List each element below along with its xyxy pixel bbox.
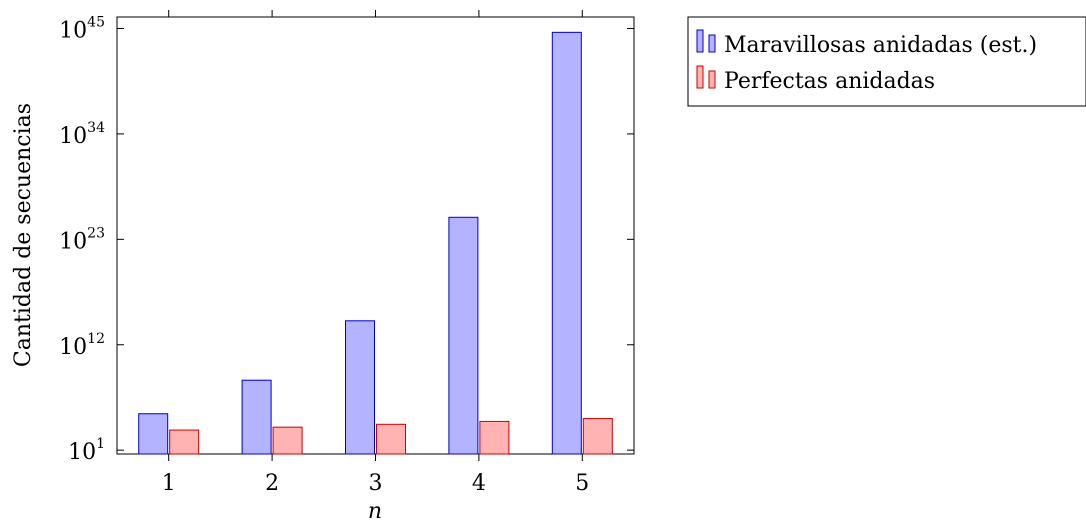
bar-series-1-n4: [448, 216, 479, 455]
legend: Maravillosas anidadas (est.) Perfectas a…: [687, 16, 1086, 107]
x-tick-label-4: 5: [575, 471, 589, 496]
bar-series-2-n3: [376, 423, 406, 455]
x-tick-label-0: 1: [162, 471, 176, 496]
y-tick-label-0: 101: [68, 436, 105, 465]
x-tick-label-1: 2: [265, 471, 279, 496]
legend-swatch-series-2-b: [708, 70, 716, 89]
y-tick-label-base-0: 10: [68, 440, 96, 465]
legend-label-series-1: Maravillosas anidadas (est.): [724, 33, 1037, 58]
x-tick-label-3: 4: [472, 471, 486, 496]
bars-group: [138, 31, 613, 455]
bar-series-1-n3: [345, 320, 375, 455]
bar-series-1-n5: [551, 31, 582, 455]
y-tick-label-base-1: 10: [59, 335, 87, 360]
legend-swatch-series-2-a: [696, 65, 704, 89]
y-tick-label-3: 1034: [59, 120, 105, 149]
bar-series-2-n1: [169, 429, 200, 455]
legend-swatch-series-1-b: [708, 34, 716, 53]
bar-series-2-n2: [272, 426, 303, 455]
x-tick-label-2: 3: [369, 471, 383, 496]
bar-series-2-n4: [479, 420, 510, 455]
legend-box: [687, 16, 1086, 107]
legend-item-series-1: Maravillosas anidadas (est.): [696, 29, 1037, 58]
y-tick-label-base-4: 10: [59, 19, 87, 44]
y-tick-label-exp-2: 23: [87, 225, 105, 241]
y-tick-label-exp-0: 1: [96, 436, 105, 452]
x-axis-ticks: 1 2 3 4 5: [162, 10, 589, 496]
legend-label-series-2: Perfectas anidadas: [724, 69, 935, 94]
y-tick-label-base-2: 10: [59, 229, 87, 254]
y-axis-label: Cantidad de secuencias: [11, 103, 36, 367]
y-tick-label-4: 1045: [59, 15, 105, 44]
y-tick-label-exp-4: 45: [87, 15, 105, 31]
y-tick-label-1: 1012: [59, 331, 105, 360]
legend-swatch-series-1-a: [696, 29, 704, 53]
y-tick-label-exp-1: 12: [87, 331, 105, 347]
y-tick-label-2: 1023: [59, 225, 105, 254]
bar-series-1-n2: [241, 379, 272, 455]
legend-item-series-2: Perfectas anidadas: [696, 65, 935, 94]
y-tick-label-exp-3: 34: [87, 120, 105, 136]
bar-series-2-n5: [582, 418, 613, 455]
y-tick-label-base-3: 10: [59, 124, 87, 149]
x-axis-label: n: [368, 499, 382, 524]
bar-series-1-n1: [138, 413, 169, 455]
